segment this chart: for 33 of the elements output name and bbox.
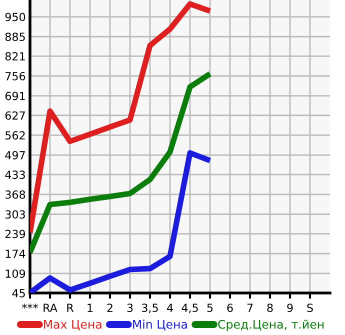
- y-tick-label: 691: [5, 92, 25, 100]
- y-tick-label: 821: [5, 52, 25, 61]
- x-tick-label: S: [307, 304, 313, 312]
- x-tick-label: 6: [227, 304, 233, 312]
- legend-label: Min Цена: [133, 320, 187, 330]
- y-tick-label: 45: [12, 289, 25, 298]
- y-tick-label: 497: [5, 151, 25, 160]
- x-tick-label: 4: [167, 304, 173, 312]
- x-tick-label: 1: [88, 304, 93, 312]
- y-tick-label: 562: [5, 131, 25, 140]
- y-tick-label: 433: [5, 170, 25, 179]
- x-tick-label: 3,5: [142, 304, 158, 314]
- x-tick-label: 8: [267, 304, 273, 312]
- y-tick-label: 109: [6, 269, 26, 278]
- y-tick-label: 368: [5, 190, 26, 199]
- x-tick-label: 9: [287, 304, 293, 312]
- x-tick-label: 3: [127, 304, 133, 312]
- x-tick-label: ***: [22, 304, 38, 309]
- y-tick-label: 756: [6, 72, 26, 80]
- y-tick-label: 303: [5, 210, 25, 219]
- y-tick-label: 239: [5, 230, 26, 238]
- x-tick-label: 7: [247, 304, 253, 312]
- legend-label: Сред.Цена, т.йен: [218, 320, 324, 332]
- x-tick-label: 5: [207, 304, 213, 312]
- y-tick-label: 950: [5, 12, 26, 22]
- y-tick-label: 174: [6, 250, 26, 258]
- x-tick-label: 2: [107, 304, 112, 312]
- y-tick-label: 885: [5, 32, 25, 42]
- legend-label: Max Цена: [44, 320, 102, 330]
- x-tick-label: R: [67, 304, 74, 312]
- x-tick-label: 4,5: [182, 304, 198, 314]
- x-tick-label: RA: [44, 304, 58, 312]
- y-tick-label: 627: [5, 111, 25, 120]
